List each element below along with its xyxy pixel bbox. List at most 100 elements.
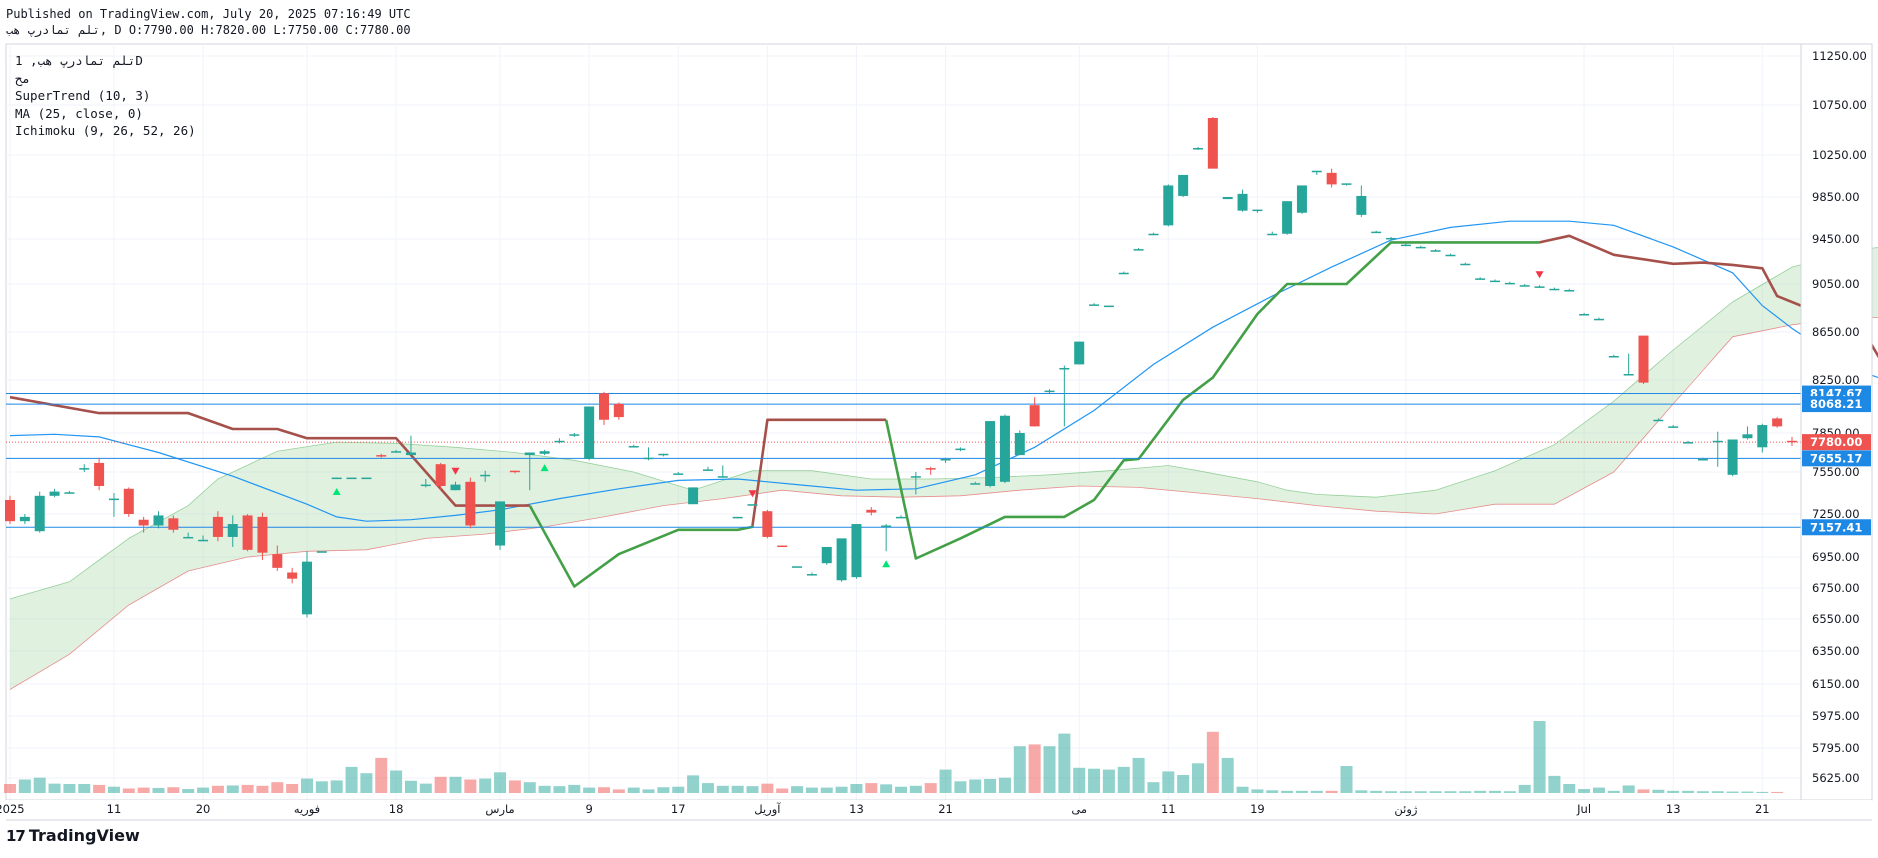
candle-body[interactable] [1549,288,1560,291]
candle-body[interactable] [806,574,817,576]
candle-body[interactable] [242,515,253,550]
candle-body[interactable] [49,491,60,496]
candle-body[interactable] [613,403,624,418]
candle-body[interactable] [1222,197,1233,200]
tradingview-logo[interactable]: 17 TradingView [6,826,140,845]
candle-body[interactable] [1593,318,1604,321]
candle-body[interactable] [1668,426,1679,428]
candle-body[interactable] [1103,305,1114,308]
candle-body[interactable] [465,481,476,526]
candle-body[interactable] [1029,405,1040,427]
price-axis[interactable] [1800,43,1873,801]
candle-body[interactable] [272,554,283,568]
candle-body[interactable] [257,516,268,553]
candle-body[interactable] [1133,249,1144,251]
candle-body[interactable] [1252,209,1263,212]
candle-body[interactable] [702,469,713,471]
candle-body[interactable] [1237,193,1248,211]
candle-body[interactable] [1727,439,1738,475]
candle-body[interactable] [1371,231,1382,234]
candle-body[interactable] [688,487,699,505]
level-badge[interactable] [1802,396,1871,413]
candle-body[interactable] [1341,183,1352,185]
candle-body[interactable] [1445,254,1456,257]
candle-body[interactable] [1490,280,1500,283]
candle-body[interactable] [599,393,609,420]
candle-body[interactable] [1534,286,1545,288]
candle-body[interactable] [94,462,105,486]
candle-body[interactable] [1564,290,1575,292]
candle-body[interactable] [896,516,906,519]
candle-body[interactable] [1118,272,1129,275]
candle-body[interactable] [108,498,119,501]
candle-body[interactable] [925,468,936,470]
level-badge[interactable] [1802,519,1871,536]
candle-body[interactable] [569,434,580,436]
time-axis[interactable] [6,800,1872,820]
candle-body[interactable] [539,451,550,454]
candle-body[interactable] [1178,174,1189,196]
candle-body[interactable] [1683,442,1694,444]
candle-body[interactable] [153,515,164,526]
candle-body[interactable] [1014,433,1025,456]
candle-body[interactable] [79,468,90,470]
candle-body[interactable] [1267,233,1278,236]
candle-body[interactable] [1712,440,1723,443]
candle-body[interactable] [821,546,832,564]
candle-body[interactable] [1519,285,1530,287]
candle-body[interactable] [1193,148,1203,150]
legend-ma[interactable]: MA (25, close, 0) [15,105,143,121]
candle-body[interactable] [316,551,327,553]
candle-body[interactable] [524,452,535,456]
candle-body[interactable] [955,448,966,451]
candle-body[interactable] [34,495,45,532]
candle-body[interactable] [1697,459,1708,461]
candle-body[interactable] [717,476,728,478]
candle-body[interactable] [732,516,743,519]
candle-body[interactable] [212,516,223,537]
candle-body[interactable] [1400,244,1411,247]
candle-body[interactable] [1475,278,1486,280]
candle-body[interactable] [1579,314,1590,316]
candle-body[interactable] [19,516,30,522]
candle-body[interactable] [198,539,209,542]
candle-body[interactable] [1356,195,1367,215]
candle-body[interactable] [1757,425,1768,448]
candle-body[interactable] [584,406,595,460]
level-badge[interactable] [1802,450,1871,467]
candle-body[interactable] [420,484,431,487]
candle-body[interactable] [480,474,491,477]
legend-symbol[interactable]: تلم تمادرپ هب, 1D [15,53,143,68]
candle-body[interactable] [762,511,773,537]
candle-body[interactable] [970,483,981,485]
candle-body[interactable] [1742,434,1753,439]
candle-body[interactable] [910,476,921,478]
candle-body[interactable] [509,470,520,473]
candle-body[interactable] [940,459,951,461]
candle-body[interactable] [1460,263,1471,266]
candle-body[interactable] [1044,390,1055,393]
candle-body[interactable] [64,492,75,494]
candle-body[interactable] [1623,374,1634,376]
candle-body[interactable] [1207,118,1218,169]
candle-body[interactable] [851,524,862,578]
candle-body[interactable] [450,484,461,491]
last-price-badge[interactable] [1802,434,1871,451]
candle-body[interactable] [123,488,134,514]
legend-supertrend[interactable]: SuperTrend (10, 3) [15,88,151,103]
candle-body[interactable] [1386,237,1397,240]
candle-body[interactable] [881,525,892,527]
candle-body[interactable] [346,477,357,480]
candle-body[interactable] [1059,368,1070,370]
candle-body[interactable] [792,566,803,568]
candle-body[interactable] [376,455,387,457]
candle-body[interactable] [1638,335,1649,383]
candle-body[interactable] [287,572,298,579]
candle-body[interactable] [1163,185,1174,226]
candle-body[interactable] [643,457,654,460]
candle-body[interactable] [1326,172,1337,185]
legend-ichimoku[interactable]: Ichimoku (9, 26, 52, 26) [15,123,196,138]
candle-body[interactable] [1089,304,1100,306]
candle-body[interactable] [1074,341,1085,365]
candle-body[interactable] [628,446,639,448]
